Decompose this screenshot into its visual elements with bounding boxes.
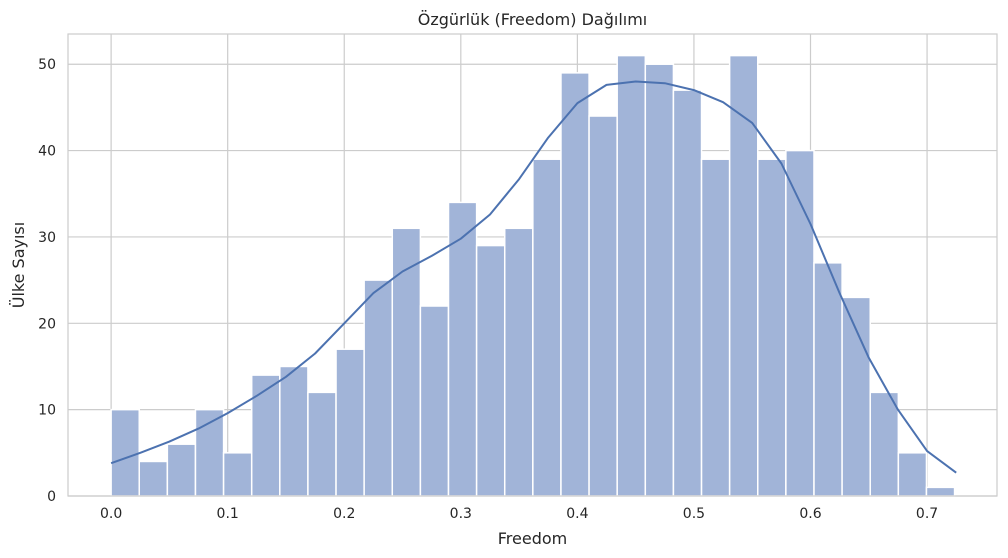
y-tick-label: 20: [38, 316, 56, 332]
x-tick-label: 0.1: [217, 506, 239, 522]
histogram-bar: [363, 279, 394, 497]
histogram-bar: [110, 408, 140, 497]
histogram-bar: [757, 158, 787, 497]
histogram-bar: [166, 443, 197, 497]
plot-frame: [67, 33, 998, 497]
histogram-bar: [588, 115, 618, 497]
histogram-bar: [250, 374, 281, 497]
x-tick-label: 0.4: [566, 506, 588, 522]
y-axis-label: Ülke Sayısı: [9, 222, 28, 308]
histogram-bar: [841, 296, 871, 497]
y-tick-label: 10: [38, 403, 56, 419]
histogram-bar: [419, 305, 450, 497]
x-tick-label: 0.6: [799, 506, 821, 522]
histogram-bar: [279, 365, 309, 497]
histogram-bar: [307, 391, 337, 497]
histogram-bar: [672, 89, 703, 497]
x-tick-label: 0.5: [683, 506, 705, 522]
x-tick-label: 0.2: [333, 506, 355, 522]
x-tick-label: 0.3: [450, 506, 472, 522]
histogram-bar: [222, 452, 253, 497]
histogram-bar: [138, 460, 169, 497]
histogram-bar: [700, 158, 731, 497]
histogram-bar: [475, 244, 506, 497]
y-tick-label: 0: [47, 489, 56, 505]
histogram-bar: [869, 391, 900, 497]
y-tick-label: 50: [38, 57, 56, 73]
y-tick-label: 30: [38, 230, 56, 246]
histogram-bar: [925, 486, 956, 497]
kde-line: [110, 80, 957, 474]
tick-labels: 0.0 0.1 0.2 0.3 0.4 0.5 0.6 0.7 0 10 20 30 40 50: [38, 57, 938, 522]
histogram-bar: [813, 262, 843, 497]
histogram-bar: [897, 452, 928, 497]
kde-curve-layer: [110, 80, 957, 474]
x-tick-label: 0.7: [916, 506, 938, 522]
histogram-bars: [110, 54, 956, 497]
histogram-bar: [532, 158, 562, 497]
x-tick-label: 0.0: [100, 506, 122, 522]
histogram-bar: [503, 227, 534, 497]
histogram-bar: [447, 201, 478, 497]
x-axis-label: Freedom: [498, 529, 567, 548]
histogram-bar: [616, 54, 647, 497]
histogram-bar: [560, 72, 590, 497]
histogram-bar: [335, 348, 365, 497]
histogram-bar: [644, 63, 675, 497]
chart-title: Özgürlük (Freedom) Dağılımı: [418, 10, 648, 29]
histogram-bar: [728, 54, 759, 497]
y-tick-label: 40: [38, 144, 56, 160]
